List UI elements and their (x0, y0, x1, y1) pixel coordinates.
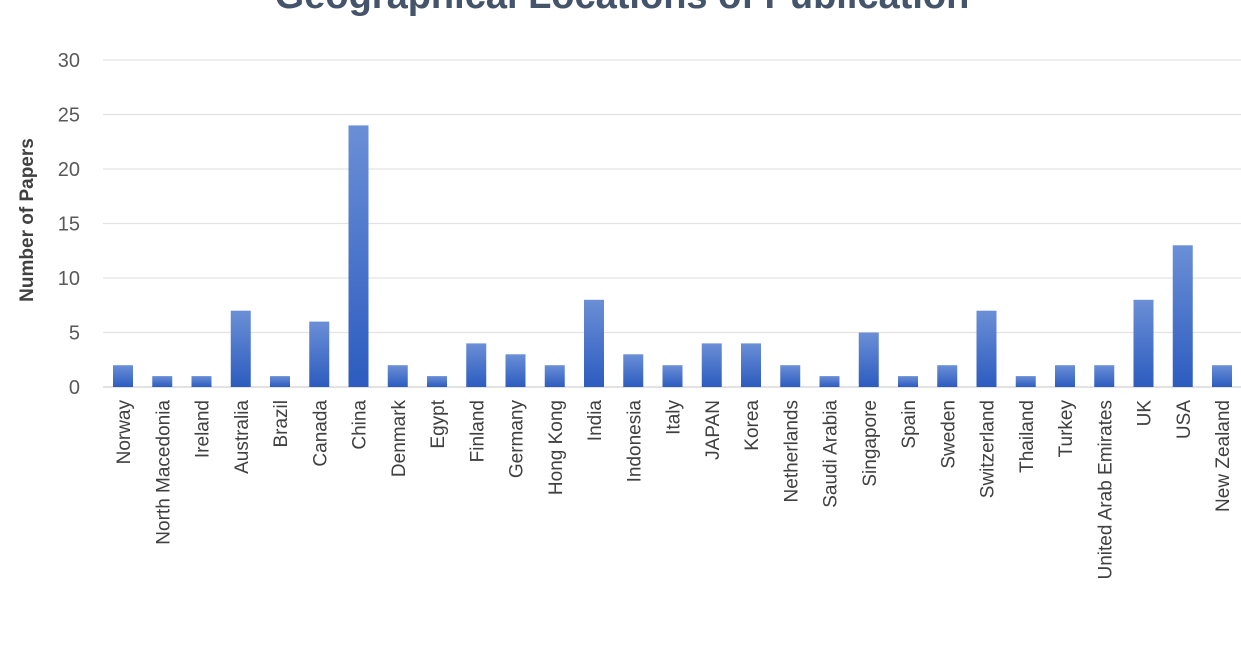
bar (819, 376, 840, 387)
x-tick-label: Hong Kong (546, 400, 567, 495)
x-tick-label: India (585, 400, 606, 442)
x-tick-label: United Arab Emirates (1095, 400, 1116, 580)
x-tick-label: Korea (742, 400, 763, 451)
x-tick-label: JAPAN (703, 400, 724, 460)
x-tick-label: Canada (310, 400, 331, 467)
bar (230, 310, 251, 387)
y-tick-label: 30 (58, 50, 80, 72)
bar (191, 376, 212, 387)
x-tick-label: Egypt (428, 399, 449, 448)
bar (662, 365, 683, 387)
x-tick-label: Indonesia (624, 400, 645, 483)
bar (937, 365, 958, 387)
y-tick-label: 5 (69, 323, 80, 345)
y-axis-label: Number of Papers (17, 138, 38, 302)
y-tick-label: 20 (58, 159, 80, 181)
x-tick-label: Denmark (389, 400, 410, 478)
bar (113, 365, 133, 387)
bar (1133, 299, 1154, 387)
x-tick-label: New Zealand (1213, 400, 1234, 512)
bar (741, 343, 761, 387)
bar (584, 299, 604, 387)
x-tick-label: Norway (114, 400, 135, 465)
x-tick-label: Ireland (193, 400, 214, 458)
x-tick-label: Singapore (860, 400, 881, 487)
y-tick-label: 25 (58, 105, 80, 127)
bar (858, 332, 879, 387)
bar (1172, 245, 1193, 387)
x-tick-label: Sweden (938, 400, 959, 469)
bar (1212, 365, 1232, 387)
bar (387, 365, 408, 387)
bar (623, 354, 644, 387)
bar (1015, 376, 1036, 387)
bar (309, 321, 330, 387)
x-tick-label: UK (1135, 400, 1156, 427)
bar (1055, 365, 1075, 387)
y-tick-label: 0 (69, 377, 80, 399)
bar (466, 343, 487, 387)
x-tick-label: USA (1174, 400, 1195, 439)
x-tick-label: Germany (507, 400, 528, 479)
y-tick-label: 10 (58, 268, 80, 290)
x-tick-label: Saudi Arabia (821, 400, 842, 508)
bar (270, 376, 290, 387)
x-tick-label: Australia (232, 400, 253, 474)
x-tick-label: China (350, 400, 371, 450)
bar (976, 310, 997, 387)
x-tick-label: Netherlands (781, 400, 802, 502)
bar (1094, 365, 1115, 387)
bar (427, 376, 447, 387)
x-tick-label: Brazil (271, 400, 292, 448)
bar (780, 365, 801, 387)
bar (701, 343, 722, 387)
x-tick-label: Finland (467, 400, 488, 462)
x-tick-label: North Macedonia (153, 400, 174, 545)
y-tick-label: 15 (58, 214, 80, 236)
bar (544, 365, 565, 387)
x-tick-label: Italy (664, 400, 685, 435)
x-tick-label: Spain (899, 400, 920, 449)
bar (152, 376, 173, 387)
x-tick-label: Switzerland (978, 400, 999, 498)
bar (898, 376, 918, 387)
x-tick-label: Turkey (1056, 400, 1077, 458)
bar (505, 354, 526, 387)
x-tick-label: Thailand (1017, 400, 1038, 473)
chart-title: Geographical Locations of Publication (275, 0, 970, 17)
bar (348, 125, 369, 388)
